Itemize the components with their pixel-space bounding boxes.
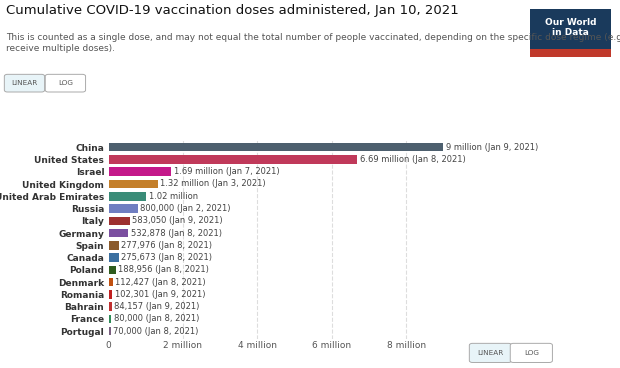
- Text: 9 million (Jan 9, 2021): 9 million (Jan 9, 2021): [446, 143, 538, 152]
- Bar: [108, 327, 111, 336]
- Text: 112,427 (Jan 8, 2021): 112,427 (Jan 8, 2021): [115, 277, 206, 287]
- Text: 1.69 million (Jan 7, 2021): 1.69 million (Jan 7, 2021): [174, 167, 279, 176]
- Text: LOG: LOG: [524, 350, 539, 356]
- Bar: [108, 216, 130, 225]
- Text: 532,878 (Jan 8, 2021): 532,878 (Jan 8, 2021): [131, 229, 221, 238]
- Bar: [108, 155, 357, 164]
- Text: 800,000 (Jan 2, 2021): 800,000 (Jan 2, 2021): [141, 204, 231, 213]
- Bar: [108, 143, 443, 152]
- Text: LOG: LOG: [58, 80, 73, 86]
- Text: 277,976 (Jan 8, 2021): 277,976 (Jan 8, 2021): [121, 241, 212, 250]
- Bar: [108, 204, 138, 213]
- Text: 1.02 million: 1.02 million: [149, 192, 198, 201]
- Bar: [108, 180, 157, 188]
- Bar: [108, 266, 115, 274]
- Text: 583,050 (Jan 9, 2021): 583,050 (Jan 9, 2021): [133, 216, 223, 225]
- Bar: [108, 302, 112, 311]
- Text: 6.69 million (Jan 8, 2021): 6.69 million (Jan 8, 2021): [360, 155, 466, 164]
- Text: 102,301 (Jan 9, 2021): 102,301 (Jan 9, 2021): [115, 290, 205, 299]
- Text: This is counted as a single dose, and may not equal the total number of people v: This is counted as a single dose, and ma…: [6, 33, 620, 53]
- Text: 188,956 (Jan 8, 2021): 188,956 (Jan 8, 2021): [118, 265, 209, 275]
- Text: LINEAR: LINEAR: [11, 80, 38, 86]
- Bar: [108, 241, 119, 250]
- Text: Our World
in Data: Our World in Data: [544, 18, 596, 37]
- Text: 70,000 (Jan 8, 2021): 70,000 (Jan 8, 2021): [113, 327, 199, 336]
- Bar: [108, 315, 112, 323]
- Text: Cumulative COVID-19 vaccination doses administered, Jan 10, 2021: Cumulative COVID-19 vaccination doses ad…: [6, 4, 459, 17]
- Bar: [108, 278, 113, 286]
- Text: LINEAR: LINEAR: [477, 350, 503, 356]
- Bar: [108, 229, 128, 237]
- Bar: [108, 290, 112, 299]
- Text: 275,673 (Jan 8, 2021): 275,673 (Jan 8, 2021): [121, 253, 212, 262]
- Text: 80,000 (Jan 8, 2021): 80,000 (Jan 8, 2021): [113, 314, 199, 323]
- Text: 1.32 million (Jan 3, 2021): 1.32 million (Jan 3, 2021): [160, 180, 265, 188]
- Bar: [108, 192, 146, 201]
- Text: 84,157 (Jan 9, 2021): 84,157 (Jan 9, 2021): [114, 302, 199, 311]
- Bar: [108, 253, 119, 262]
- Bar: [108, 167, 171, 176]
